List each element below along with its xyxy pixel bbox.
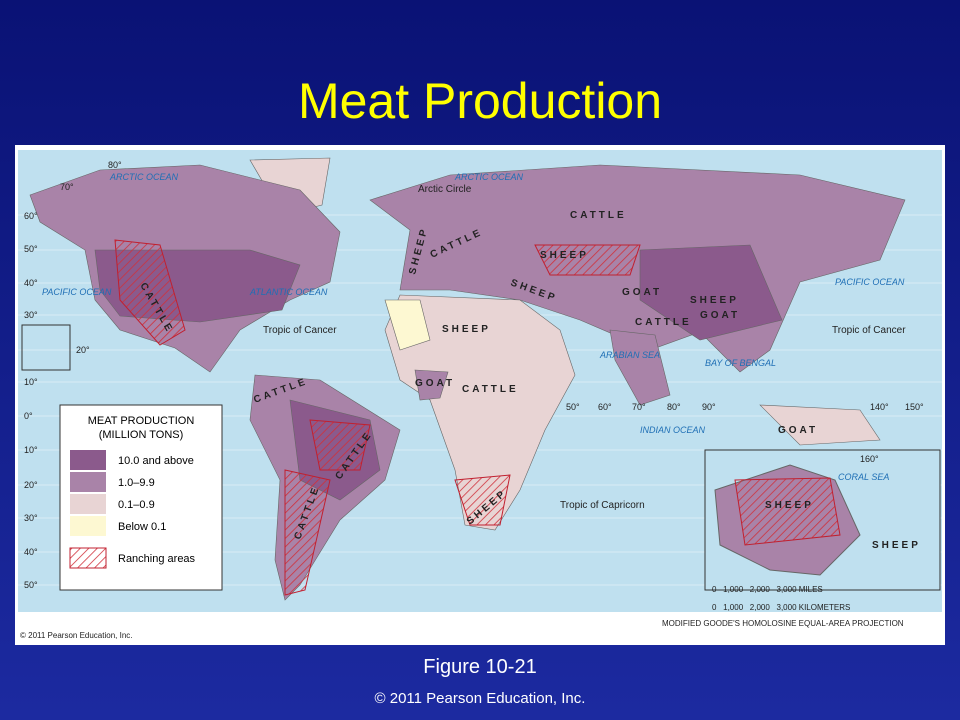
legend: MEAT PRODUCTION (MILLION TONS) 10.0 and … (59, 404, 223, 591)
degree-label: 50° (566, 402, 580, 412)
hawaii-inset (21, 324, 71, 371)
region-label: SHEEP (540, 250, 589, 261)
australia-ranching (734, 477, 841, 546)
region-label: CATTLE (570, 210, 627, 221)
ocean-label: ARCTIC OCEAN (454, 172, 524, 182)
legend-title: MEAT PRODUCTION (88, 415, 195, 427)
degree-label: 160° (860, 454, 879, 464)
ocean-label: PACIFIC OCEAN (42, 287, 112, 297)
degree-label: 10° (24, 377, 38, 387)
degree-label: 20° (24, 480, 38, 490)
region-label: CATTLE (635, 317, 692, 328)
region-label: SHEEP (872, 540, 921, 551)
line-label: Tropic of Cancer (832, 325, 906, 336)
reference-lines: Arctic Circle Tropic of Cancer Tropic of… (263, 184, 906, 511)
legend-item: 1.0–9.9 (118, 477, 155, 489)
degree-label: 60° (598, 402, 612, 412)
scale-km: 0 1,000 2,000 3,000 KILOMETERS (712, 603, 850, 612)
degree-label: 0° (24, 411, 33, 421)
degree-label: 80° (108, 160, 122, 170)
ocean-label: ATLANTIC OCEAN (249, 287, 328, 297)
region-label: GOAT (778, 425, 818, 436)
legend-item: Below 0.1 (118, 521, 166, 533)
figure-caption: Figure 10-21 (423, 656, 536, 678)
degree-label: 60° (24, 211, 38, 221)
title: Meat Production (298, 73, 662, 129)
legend-item: 10.0 and above (118, 455, 194, 467)
degrees: 80° 70° 60° 50° 40° 30° 20° 10° 0° 10° 2… (24, 160, 924, 590)
copyright: © 2011 Pearson Education, Inc. (375, 690, 586, 707)
degree-label: 70° (60, 182, 74, 192)
degree-label: 140° (870, 402, 889, 412)
legend-item: 0.1–0.9 (118, 499, 155, 511)
degree-label: 80° (667, 402, 681, 412)
ocean-label: PACIFIC OCEAN (835, 277, 905, 287)
degree-label: 50° (24, 244, 38, 254)
projection: MODIFIED GOODE'S HOMOLOSINE EQUAL-AREA P… (662, 619, 904, 628)
degree-label: 10° (24, 445, 38, 455)
degree-label: 30° (24, 513, 38, 523)
ocean-label: CORAL SEA (838, 472, 889, 482)
scale-miles: 0 1,000 2,000 3,000 MILES (712, 585, 823, 594)
ocean-label: BAY OF BENGAL (705, 358, 776, 368)
region-label: GOAT (415, 378, 455, 389)
line-label: Tropic of Capricorn (560, 500, 645, 511)
degree-label: 90° (702, 402, 716, 412)
region-label: SHEEP (442, 324, 491, 335)
ocean-label: INDIAN OCEAN (640, 425, 706, 435)
line-label: Arctic Circle (418, 184, 472, 195)
ocean-label: ARABIAN SEA (599, 350, 660, 360)
region-label: SHEEP (765, 500, 814, 511)
region-label: CATTLE (462, 384, 519, 395)
region-label: SHEEP (690, 295, 739, 306)
legend-item: Ranching areas (118, 553, 196, 565)
degree-label: 150° (905, 402, 924, 412)
degree-label: 30° (24, 310, 38, 320)
region-label: GOAT (700, 310, 740, 321)
degree-label: 40° (24, 547, 38, 557)
degree-label: 20° (76, 345, 90, 355)
map-credit: © 2011 Pearson Education, Inc. (20, 631, 132, 640)
region-label: GOAT (622, 287, 662, 298)
degree-label: 70° (632, 402, 646, 412)
degree-label: 40° (24, 278, 38, 288)
degree-label: 50° (24, 580, 38, 590)
oceans: ARCTIC OCEAN ARCTIC OCEAN PACIFIC OCEAN … (42, 172, 905, 482)
legend-subtitle: (MILLION TONS) (99, 429, 184, 441)
line-label: Tropic of Cancer (263, 325, 337, 336)
ocean-label: ARCTIC OCEAN (109, 172, 179, 182)
